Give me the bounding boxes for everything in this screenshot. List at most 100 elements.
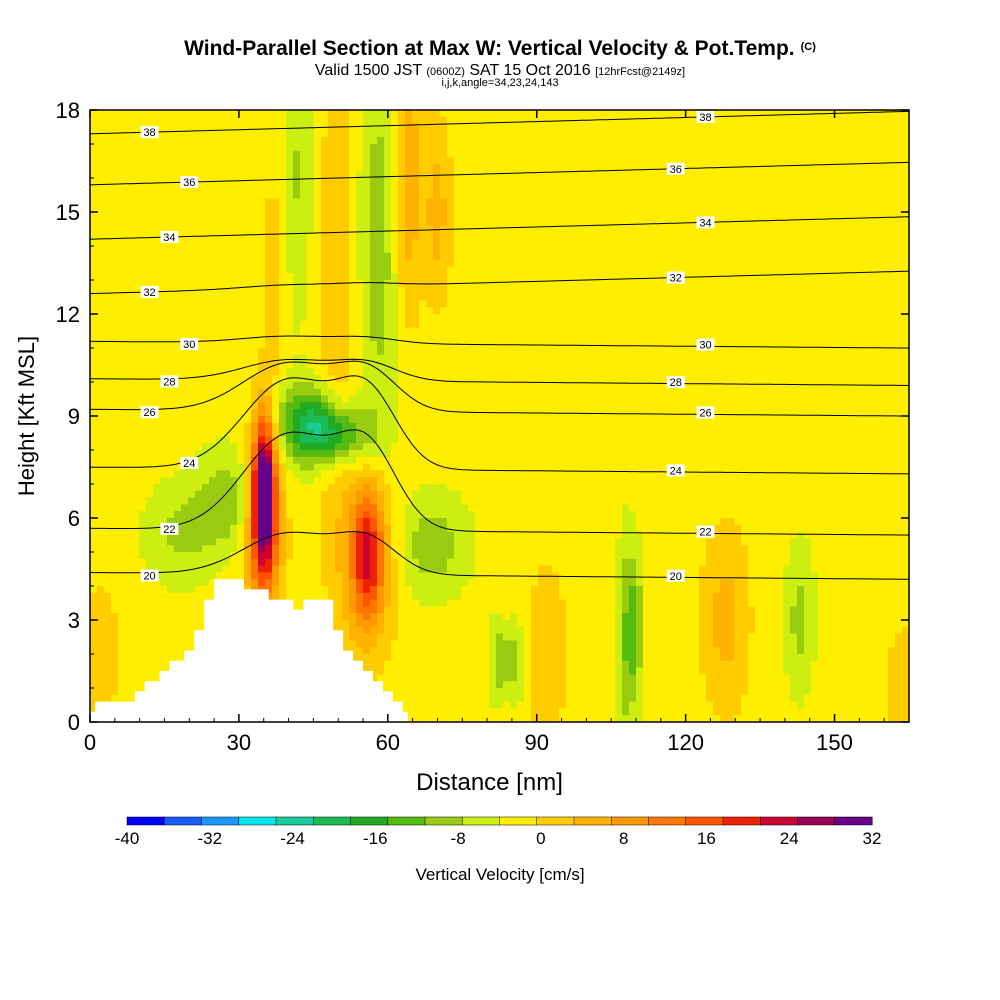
velocity-cell bbox=[265, 293, 273, 301]
velocity-cell bbox=[426, 531, 434, 539]
velocity-cell bbox=[111, 640, 119, 648]
velocity-cell bbox=[426, 225, 434, 233]
velocity-cell bbox=[314, 484, 322, 492]
velocity-cell bbox=[286, 436, 294, 444]
velocity-cell bbox=[363, 225, 371, 233]
velocity-cell bbox=[90, 273, 98, 281]
velocity-cell bbox=[286, 443, 294, 451]
velocity-cell bbox=[188, 205, 196, 213]
velocity-cell bbox=[307, 538, 315, 546]
velocity-cell bbox=[468, 293, 476, 301]
velocity-cell bbox=[167, 436, 175, 444]
velocity-cell bbox=[195, 395, 203, 403]
velocity-cell bbox=[139, 307, 147, 315]
velocity-cell bbox=[300, 382, 308, 390]
velocity-cell bbox=[384, 361, 392, 369]
velocity-cell bbox=[118, 688, 126, 696]
velocity-cell bbox=[258, 436, 266, 444]
velocity-cell bbox=[293, 198, 301, 206]
velocity-cell bbox=[342, 538, 350, 546]
velocity-cell bbox=[384, 477, 392, 485]
velocity-cell bbox=[216, 450, 224, 458]
velocity-cell bbox=[307, 341, 315, 349]
velocity-cell bbox=[258, 171, 266, 179]
velocity-cell bbox=[363, 422, 371, 431]
velocity-cell bbox=[258, 225, 266, 233]
velocity-cell bbox=[237, 252, 245, 261]
velocity-cell bbox=[426, 715, 434, 722]
velocity-cell bbox=[202, 402, 210, 410]
velocity-cell bbox=[265, 320, 273, 329]
velocity-cell bbox=[377, 579, 385, 587]
velocity-cell bbox=[433, 708, 441, 716]
velocity-cell bbox=[377, 246, 385, 254]
velocity-cell bbox=[426, 354, 434, 363]
velocity-cell bbox=[139, 191, 147, 199]
velocity-cell bbox=[356, 552, 364, 560]
velocity-cell bbox=[146, 348, 154, 356]
velocity-cell bbox=[328, 239, 336, 247]
velocity-cell bbox=[405, 484, 413, 492]
velocity-cell bbox=[377, 212, 385, 220]
velocity-cell bbox=[265, 545, 273, 553]
velocity-cell bbox=[314, 375, 322, 383]
velocity-cell bbox=[356, 368, 364, 376]
velocity-cell bbox=[272, 545, 280, 553]
velocity-cell bbox=[356, 212, 364, 220]
velocity-cell bbox=[440, 266, 448, 274]
velocity-cell bbox=[237, 450, 245, 458]
velocity-cell bbox=[440, 572, 448, 580]
velocity-cell bbox=[398, 123, 406, 131]
velocity-cell bbox=[412, 212, 420, 220]
velocity-cell bbox=[272, 579, 280, 587]
velocity-cell bbox=[237, 191, 245, 199]
velocity-cell bbox=[174, 184, 182, 193]
velocity-cell bbox=[391, 565, 399, 573]
velocity-cell bbox=[279, 368, 287, 376]
velocity-cell bbox=[293, 144, 301, 152]
velocity-cell bbox=[377, 293, 385, 301]
velocity-cell bbox=[153, 205, 161, 213]
velocity-cell bbox=[307, 531, 315, 539]
velocity-cell bbox=[405, 708, 413, 716]
velocity-cell bbox=[335, 293, 343, 301]
velocity-cell bbox=[230, 314, 238, 322]
velocity-cell bbox=[244, 273, 252, 281]
velocity-cell bbox=[398, 334, 406, 342]
velocity-cell bbox=[370, 320, 378, 329]
velocity-cell bbox=[293, 558, 301, 567]
velocity-cell bbox=[251, 252, 259, 261]
velocity-cell bbox=[279, 443, 287, 451]
velocity-cell bbox=[447, 626, 455, 635]
velocity-cell bbox=[216, 266, 224, 274]
velocity-cell bbox=[209, 110, 217, 118]
velocity-cell bbox=[209, 259, 217, 267]
velocity-cell bbox=[97, 579, 105, 587]
velocity-cell bbox=[104, 470, 112, 478]
velocity-cell bbox=[90, 368, 98, 376]
velocity-cell bbox=[342, 191, 350, 199]
velocity-cell bbox=[188, 218, 196, 227]
velocity-cell bbox=[153, 484, 161, 492]
velocity-cell bbox=[293, 218, 301, 227]
velocity-cell bbox=[454, 150, 462, 159]
velocity-cell bbox=[265, 300, 273, 308]
velocity-cell bbox=[132, 640, 140, 648]
velocity-cell bbox=[125, 259, 133, 267]
velocity-cell bbox=[160, 654, 168, 662]
velocity-cell bbox=[412, 694, 420, 703]
velocity-cell bbox=[244, 470, 252, 478]
velocity-cell bbox=[174, 640, 182, 648]
velocity-cell bbox=[468, 436, 476, 444]
velocity-cell bbox=[230, 361, 238, 369]
velocity-cell bbox=[244, 259, 252, 267]
velocity-cell bbox=[377, 667, 385, 675]
velocity-cell bbox=[475, 157, 483, 165]
velocity-cell bbox=[265, 184, 273, 193]
velocity-cell bbox=[384, 164, 392, 172]
velocity-cell bbox=[181, 212, 189, 220]
velocity-cell bbox=[419, 497, 427, 505]
velocity-cell bbox=[195, 436, 203, 444]
velocity-cell bbox=[391, 327, 399, 335]
velocity-cell bbox=[118, 327, 126, 335]
